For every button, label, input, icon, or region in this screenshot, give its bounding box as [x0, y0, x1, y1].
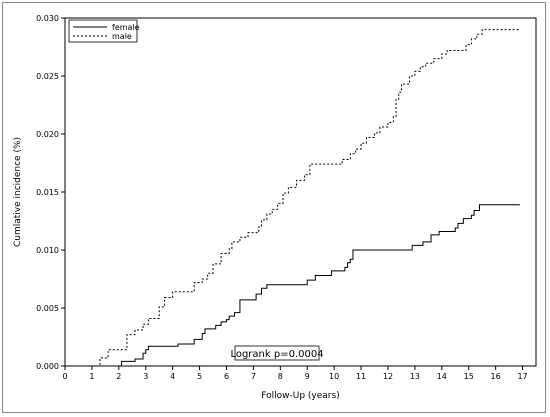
logrank-annotation: Logrank p=0.0004	[230, 345, 324, 361]
y-tick-label: 0.020	[36, 130, 59, 139]
x-tick-label: 17	[517, 372, 527, 381]
series-line-female	[65, 204, 520, 367]
x-axis-label: Follow-Up (years)	[261, 391, 339, 401]
annotation-text: Logrank p=0.0004	[230, 349, 323, 360]
annotation-box	[234, 345, 320, 361]
x-tick-label: 1	[89, 372, 94, 381]
x-tick-label: 2	[116, 372, 121, 381]
plot-area	[64, 17, 537, 367]
y-tick-label: 0.000	[36, 362, 59, 371]
y-tick-label: 0.015	[36, 188, 59, 197]
x-tick-label: 16	[491, 372, 501, 381]
x-tick-label: 14	[437, 372, 447, 381]
x-tick-label: 12	[383, 372, 393, 381]
x-tick-label: 5	[197, 372, 202, 381]
x-tick-label: 7	[251, 372, 256, 381]
x-tick-label: 11	[356, 372, 366, 381]
y-tick-label: 0.005	[36, 304, 59, 313]
x-tick-label: 3	[143, 372, 148, 381]
legend-entry-female: female	[112, 23, 140, 32]
y-tick-label: 0.030	[36, 14, 59, 23]
x-tick-label: 6	[224, 372, 229, 381]
series-line-male	[65, 29, 520, 367]
x-tick-label: 4	[170, 372, 175, 381]
legend: female male	[68, 19, 140, 43]
series-layer	[65, 29, 520, 367]
y-axis-label: Cumlative incidence (%)	[13, 137, 23, 247]
x-axis: 0 1 2 3 4 5 6 7 8 9 10 11 12 13 14 15 16 17	[62, 366, 528, 381]
y-tick-label: 0.010	[36, 246, 59, 255]
x-tick-label: 8	[278, 372, 283, 381]
figure-frame	[2, 2, 546, 413]
x-tick-label: 0	[62, 372, 67, 381]
x-tick-label: 15	[464, 372, 474, 381]
x-tick-label: 9	[305, 372, 310, 381]
legend-entry-male: male	[112, 32, 132, 41]
x-tick-label: 10	[329, 372, 339, 381]
x-tick-label: 13	[410, 372, 420, 381]
y-axis: 0.000 0.005 0.010 0.015 0.020 0.025 0.030	[36, 14, 65, 371]
y-tick-label: 0.025	[36, 72, 59, 81]
